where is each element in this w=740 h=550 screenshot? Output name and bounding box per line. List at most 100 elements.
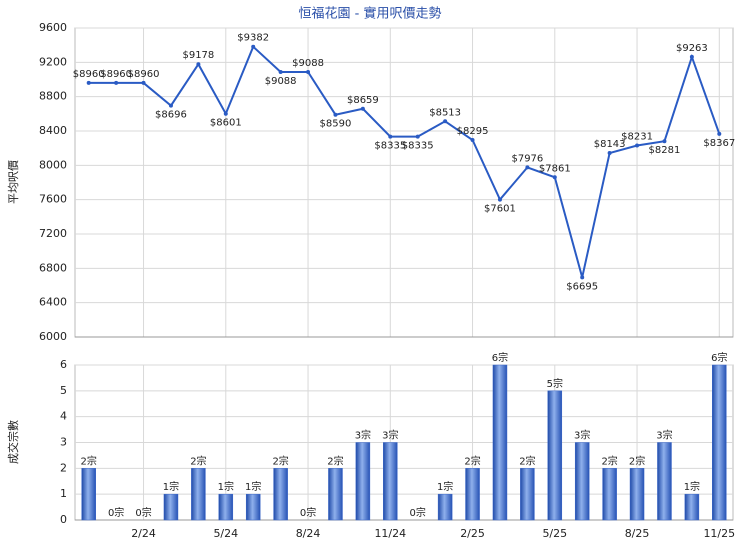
y-tick-label: 4 [60, 410, 67, 423]
value-label: 6宗 [711, 351, 727, 364]
value-label: $8960 [73, 69, 105, 80]
point [333, 112, 338, 117]
y-tick-label: 8400 [39, 124, 67, 137]
point [662, 139, 667, 144]
point [635, 143, 640, 148]
value-label: 2宗 [272, 454, 288, 467]
value-label: $7861 [539, 163, 571, 174]
value-label: $8960 [100, 69, 132, 80]
point [415, 134, 420, 139]
bar [547, 390, 563, 521]
value-label: $7601 [484, 204, 516, 215]
value-label: 0宗 [108, 506, 124, 519]
value-label: 1宗 [218, 480, 234, 493]
y-tick-label: 1 [60, 487, 67, 500]
price-line [88, 45, 721, 278]
value-label: $8696 [155, 110, 187, 121]
bar [191, 468, 206, 521]
bar [328, 468, 343, 521]
x-tick-label: 5/25 [542, 527, 567, 540]
point [388, 134, 393, 139]
y-tick-label: 2 [60, 461, 67, 474]
value-label: $8335 [402, 141, 434, 152]
point [552, 175, 557, 180]
y-tick-label: 7600 [39, 193, 67, 206]
value-label: 1宗 [163, 480, 179, 493]
value-label: 2宗 [464, 454, 480, 467]
y-tick-label: 3 [60, 436, 67, 449]
bar [629, 468, 645, 521]
y-tick-label: 9600 [39, 21, 67, 34]
value-label: $8513 [429, 107, 461, 118]
y-tick-label: 6000 [39, 330, 67, 343]
point [470, 138, 475, 143]
value-label: 1宗 [684, 480, 700, 493]
value-label: 1宗 [437, 480, 453, 493]
x-tick-label: 11/24 [374, 527, 406, 540]
y-tick-label: 6 [60, 358, 67, 371]
value-label: 3宗 [574, 429, 590, 442]
value-label: $9088 [265, 76, 297, 87]
y-tick-label: 5 [60, 384, 67, 397]
point [86, 80, 91, 85]
value-label: 1宗 [245, 480, 261, 493]
point [360, 106, 365, 111]
value-label: 2宗 [519, 454, 535, 467]
bar [684, 493, 700, 521]
x-tick-label: 2/25 [460, 527, 485, 540]
value-label: 2宗 [190, 454, 206, 467]
value-label: $7976 [511, 153, 543, 164]
value-label: 0宗 [410, 506, 426, 519]
bar [602, 468, 617, 521]
bar [81, 468, 96, 521]
x-tick-label: 11/25 [703, 527, 735, 540]
point [580, 275, 585, 280]
point [168, 103, 173, 108]
point [278, 69, 283, 74]
chart-title: 恒福花園 - 實用呎價走勢 [299, 6, 442, 22]
value-label: 6宗 [492, 351, 508, 364]
x-tick-label: 8/25 [625, 527, 650, 540]
value-label: $6695 [566, 281, 598, 292]
point [717, 131, 722, 136]
bar [520, 468, 535, 521]
y-tick-label: 8000 [39, 158, 67, 171]
point [306, 69, 311, 74]
value-label: $8335 [374, 141, 406, 152]
value-label: 0宗 [300, 506, 316, 519]
value-label: $8281 [649, 145, 681, 156]
bar [465, 468, 480, 521]
bar [163, 493, 179, 521]
y-tick-label: 6800 [39, 261, 67, 274]
value-label: 3宗 [382, 429, 398, 442]
bar [218, 493, 234, 521]
y-axis-label: 成交宗數 [6, 420, 20, 464]
value-label: 0宗 [135, 506, 151, 519]
point [525, 165, 530, 170]
bar [383, 442, 398, 521]
bar [245, 493, 261, 521]
point [443, 119, 448, 124]
value-label: $8659 [347, 95, 379, 106]
value-label: $8143 [594, 139, 626, 150]
value-label: 2宗 [81, 454, 97, 467]
y-tick-label: 6400 [39, 296, 67, 309]
bar [712, 364, 727, 521]
value-label: $8960 [128, 69, 160, 80]
point [251, 44, 256, 49]
point [223, 111, 228, 116]
value-label: $9088 [292, 58, 324, 69]
value-label: $9178 [182, 50, 214, 61]
x-tick-label: 8/24 [296, 527, 321, 540]
y-axis-label: 平均呎價 [6, 160, 20, 204]
value-label: $9382 [237, 33, 269, 44]
plot-area [74, 27, 734, 338]
value-label: 2宗 [601, 454, 617, 467]
value-label: $8367 [703, 138, 735, 149]
y-tick-label: 0 [60, 513, 67, 526]
value-label: 2宗 [629, 454, 645, 467]
y-tick-label: 8800 [39, 90, 67, 103]
point [141, 80, 146, 85]
y-tick-label: 7200 [39, 227, 67, 240]
